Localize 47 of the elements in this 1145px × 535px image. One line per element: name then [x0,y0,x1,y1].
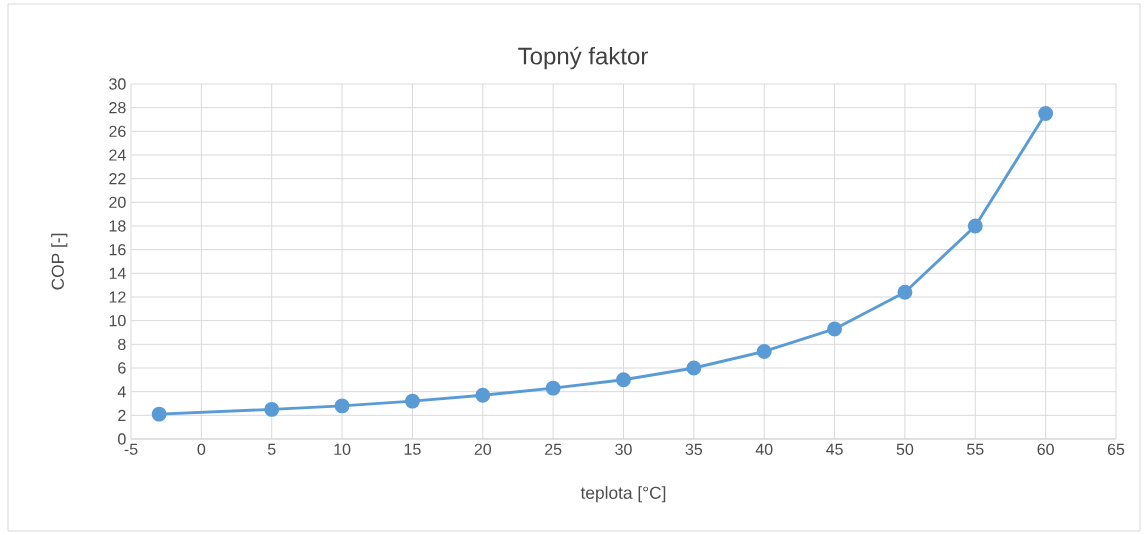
x-tick-label: 25 [545,443,562,456]
y-tick-label: 0 [118,433,126,445]
x-tick-label: 65 [1107,443,1125,456]
y-tick-label: 14 [109,267,126,279]
x-tick-label: 55 [967,443,984,455]
point [827,321,843,337]
y-tick-label: 6 [118,362,126,374]
x-tick-label: 20 [474,443,492,456]
y-tick-label: 2 [118,409,126,421]
point [404,393,420,409]
x-tick-label: 50 [896,443,914,456]
chart-title: Topný faktor [518,46,648,70]
y-tick-label: 24 [109,149,126,161]
y-tick-label: 10 [109,315,126,327]
point [686,360,702,376]
x-tick-label: -5 [124,443,138,455]
point [475,387,491,403]
point [264,401,280,417]
y-tick-label: 12 [109,291,126,303]
y-tick-label: 26 [109,125,126,137]
point [616,372,631,388]
x-tick-label: 35 [685,443,703,456]
x-tick-label: 60 [1037,443,1054,456]
x-tick-label: 0 [197,443,206,456]
point [545,380,561,396]
y-tick-label: 18 [109,220,126,232]
point [756,343,772,359]
point [334,398,350,414]
x-tick-label: 45 [826,443,843,455]
point [967,218,983,234]
point [897,284,913,300]
x-axis-title: teplota [°C] [580,486,666,503]
y-tick-label: 8 [118,338,126,350]
y-tick-label: 30 [109,78,126,90]
y-tick-label: 28 [109,102,126,114]
y-tick-label: 22 [109,173,126,185]
x-tick-label: 5 [267,443,276,455]
x-tick-label: 15 [404,443,421,455]
point [1038,106,1054,122]
y-axis-title: COP [-] [51,233,68,290]
point [151,406,167,422]
x-tick-label: 10 [334,443,351,456]
y-tick-label: 20 [109,196,126,208]
x-tick-label: 30 [615,443,632,456]
y-tick-label: 16 [109,244,126,256]
y-tick-label: 4 [117,386,126,398]
x-tick-label: 40 [755,443,773,456]
